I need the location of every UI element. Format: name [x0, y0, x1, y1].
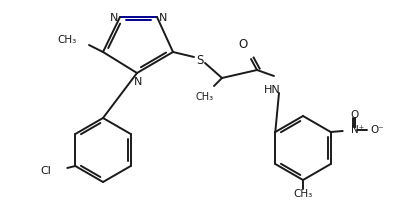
Text: S: S	[196, 53, 204, 67]
Text: O⁻: O⁻	[371, 125, 384, 135]
Text: Cl: Cl	[40, 166, 51, 176]
Text: CH₃: CH₃	[293, 189, 313, 199]
Text: CH₃: CH₃	[196, 92, 214, 102]
Text: N⁺: N⁺	[351, 125, 364, 135]
Text: O: O	[238, 39, 248, 51]
Text: HN: HN	[264, 85, 280, 95]
Text: O: O	[351, 110, 359, 120]
Text: N: N	[134, 77, 142, 87]
Text: CH₃: CH₃	[58, 35, 77, 45]
Text: N: N	[110, 13, 118, 23]
Text: N: N	[159, 13, 167, 23]
